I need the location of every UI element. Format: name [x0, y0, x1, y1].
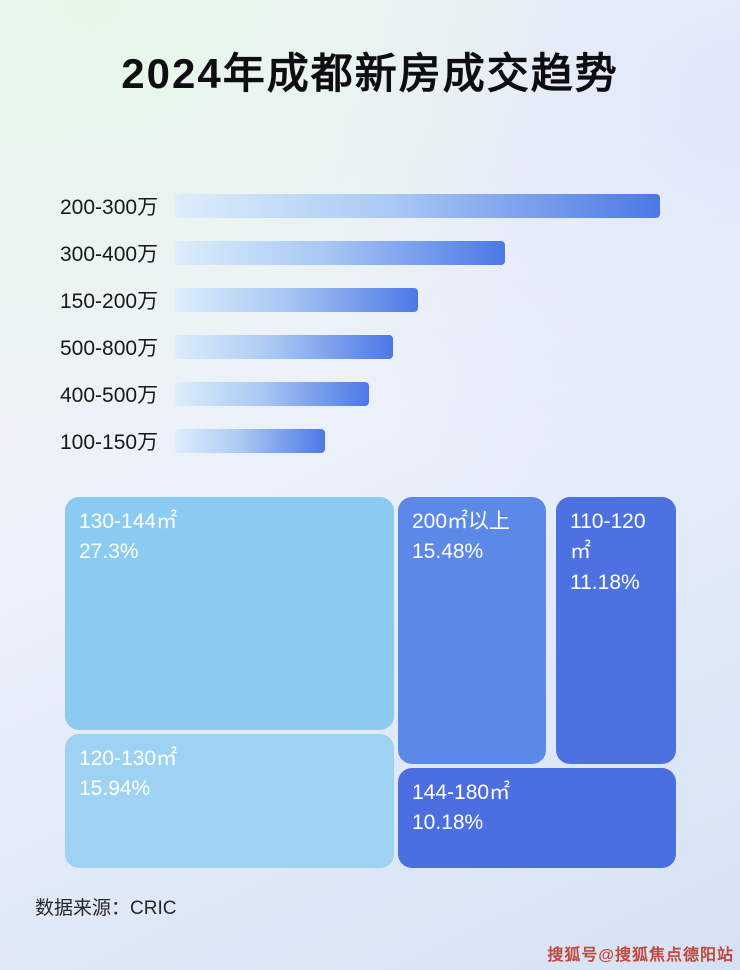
- bar-row: 300-400万: [60, 229, 660, 276]
- bar-row: 200-300万: [60, 182, 660, 229]
- bar-category-label: 300-400万: [60, 242, 159, 266]
- treemap-tile-value: 11.18%: [570, 570, 640, 594]
- bar-category-label: 200-300万: [60, 195, 159, 219]
- bar-track: [175, 381, 660, 406]
- treemap-tile-label: 110-120㎡: [570, 510, 646, 564]
- page-title: 2024年成都新房成交趋势: [121, 50, 619, 97]
- treemap-tile-value: 15.48%: [412, 540, 484, 564]
- area-share-treemap: 130-144㎡ 27.3% 200㎡以上 15.48% 110-120㎡ 11…: [65, 497, 676, 868]
- treemap-tile-value: 27.3%: [79, 540, 139, 564]
- bar-row: 400-500万: [60, 370, 660, 417]
- bar-track: [175, 240, 660, 265]
- price-range-bar-chart: 200-300万 300-400万 150-200万 500-800万 400-…: [60, 182, 660, 464]
- bar-track: [175, 334, 660, 359]
- bar-row: 100-150万: [60, 417, 660, 464]
- bar-category-label: 500-800万: [60, 336, 159, 360]
- bar-row: 500-800万: [60, 323, 660, 370]
- bar: [175, 428, 326, 453]
- bar-track: [175, 428, 660, 453]
- bar-row: 150-200万: [60, 276, 660, 323]
- treemap-tile: 120-130㎡ 15.94%: [65, 734, 394, 868]
- treemap-tile-label: 120-130㎡: [79, 747, 178, 770]
- bar-track: [175, 193, 660, 218]
- treemap-tile-label: 130-144㎡: [79, 510, 178, 533]
- treemap-tile: 110-120㎡ 11.18%: [556, 497, 676, 764]
- bar-category-label: 150-200万: [60, 289, 159, 313]
- bar-category-label: 100-150万: [60, 430, 159, 454]
- bar: [175, 381, 369, 406]
- treemap-tile-label: 200㎡以上: [412, 510, 511, 533]
- bar: [175, 334, 394, 359]
- bar: [175, 193, 660, 218]
- bar-category-label: 400-500万: [60, 383, 159, 407]
- treemap-tile-label: 144-180㎡: [412, 781, 511, 804]
- treemap-tile-value: 15.94%: [79, 777, 151, 801]
- treemap-tile: 144-180㎡ 10.18%: [398, 768, 676, 868]
- treemap-tile: 130-144㎡ 27.3%: [65, 497, 394, 730]
- treemap-tile-value: 10.18%: [412, 811, 484, 835]
- treemap-tile: 200㎡以上 15.48%: [398, 497, 546, 764]
- bar: [175, 287, 418, 312]
- watermark-text: 搜狐号@搜狐焦点德阳站: [547, 947, 734, 964]
- data-source-text: 数据来源：CRIC: [35, 898, 177, 919]
- bar: [175, 240, 505, 265]
- bar-track: [175, 287, 660, 312]
